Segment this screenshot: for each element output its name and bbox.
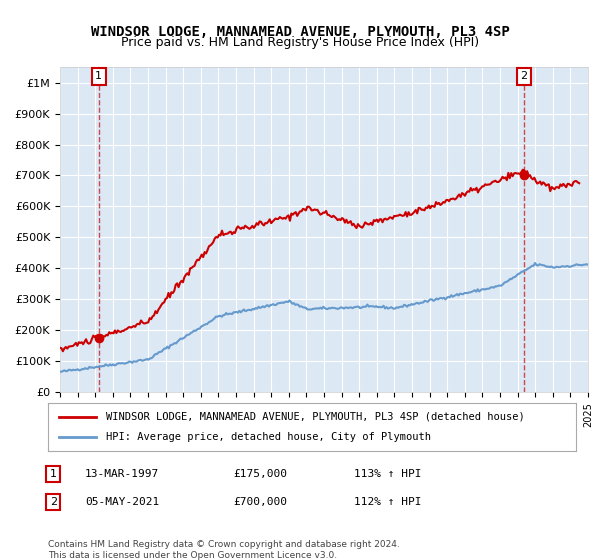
- Text: 113% ↑ HPI: 113% ↑ HPI: [354, 469, 422, 479]
- Text: 1: 1: [95, 72, 102, 82]
- Text: 05-MAY-2021: 05-MAY-2021: [85, 497, 159, 507]
- Text: Price paid vs. HM Land Registry's House Price Index (HPI): Price paid vs. HM Land Registry's House …: [121, 36, 479, 49]
- Text: 2: 2: [520, 72, 527, 82]
- Text: WINDSOR LODGE, MANNAMEAD AVENUE, PLYMOUTH, PL3 4SP (detached house): WINDSOR LODGE, MANNAMEAD AVENUE, PLYMOUT…: [106, 412, 525, 422]
- Text: 1: 1: [50, 469, 57, 479]
- Text: Contains HM Land Registry data © Crown copyright and database right 2024.
This d: Contains HM Land Registry data © Crown c…: [48, 540, 400, 560]
- Text: WINDSOR LODGE, MANNAMEAD AVENUE, PLYMOUTH, PL3 4SP: WINDSOR LODGE, MANNAMEAD AVENUE, PLYMOUT…: [91, 25, 509, 39]
- Text: £700,000: £700,000: [233, 497, 287, 507]
- Text: 2: 2: [50, 497, 57, 507]
- Text: 13-MAR-1997: 13-MAR-1997: [85, 469, 159, 479]
- Text: 112% ↑ HPI: 112% ↑ HPI: [354, 497, 422, 507]
- Text: HPI: Average price, detached house, City of Plymouth: HPI: Average price, detached house, City…: [106, 432, 431, 442]
- Text: £175,000: £175,000: [233, 469, 287, 479]
